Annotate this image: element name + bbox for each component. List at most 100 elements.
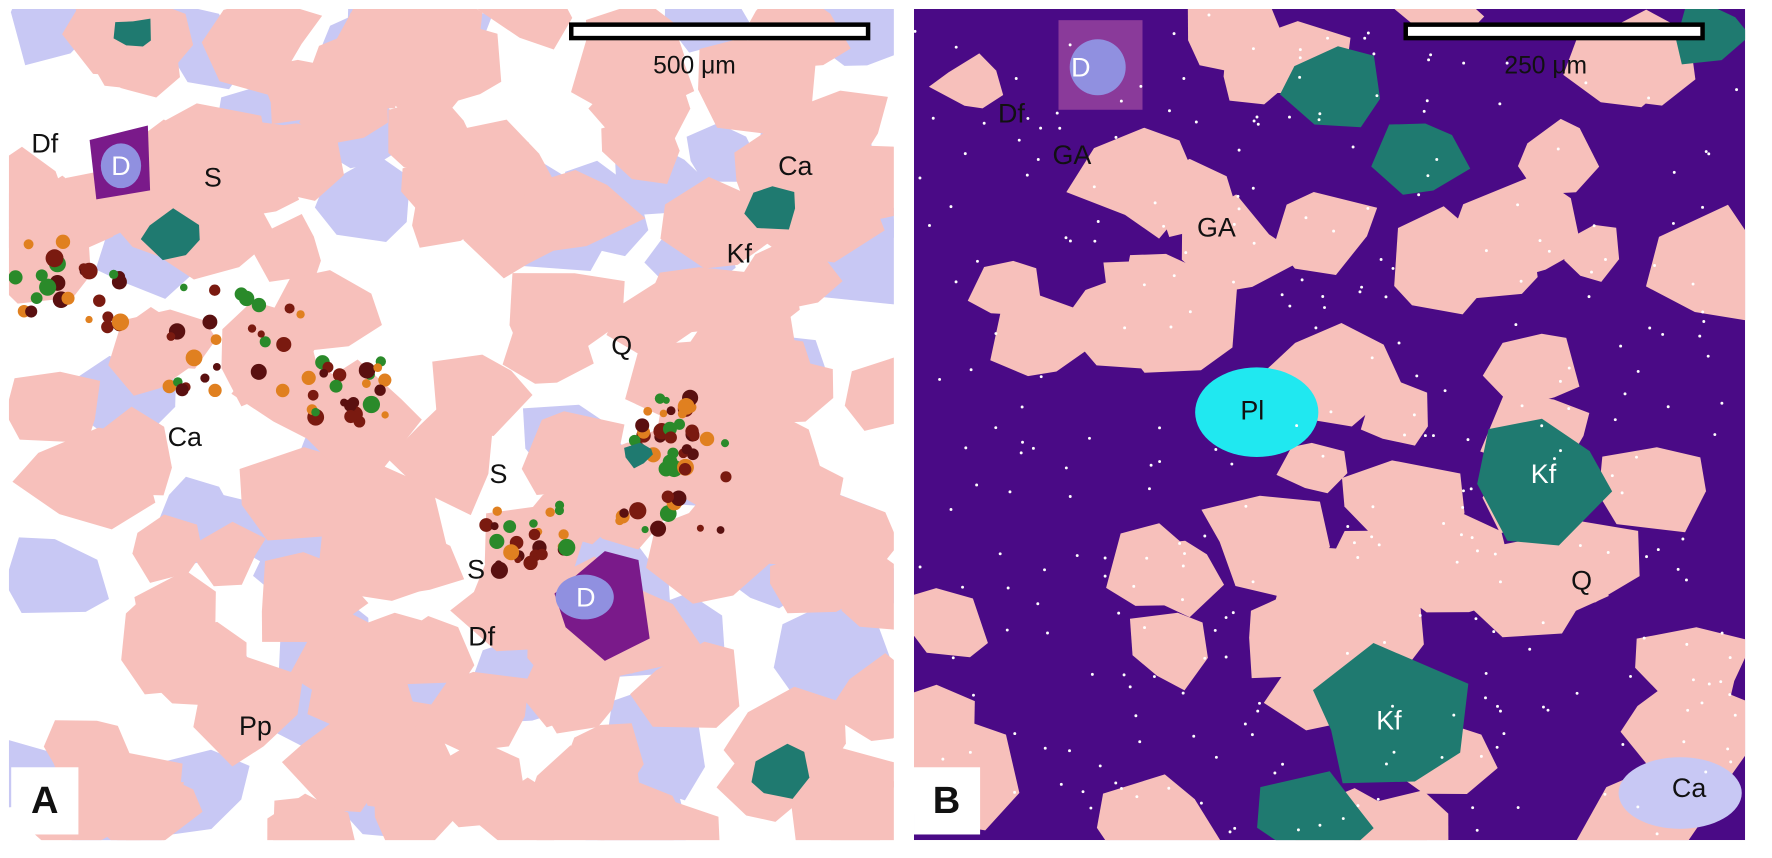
- quartz-grain: [914, 684, 975, 779]
- speck: [1684, 578, 1688, 582]
- speck: [1676, 567, 1680, 571]
- speck: [964, 446, 968, 450]
- speck: [1250, 733, 1254, 737]
- speck: [1653, 264, 1656, 267]
- mineral-label: Q: [1571, 566, 1592, 596]
- speck: [1046, 631, 1049, 635]
- speck: [1123, 326, 1127, 330]
- speck: [1043, 746, 1047, 750]
- cement-speck: [720, 439, 730, 448]
- cement-speck: [275, 383, 290, 398]
- kfeldspar-grain: [1280, 46, 1381, 128]
- speck: [1064, 466, 1068, 470]
- cement-speck: [528, 528, 541, 541]
- speck: [1256, 709, 1260, 713]
- cement-speck: [479, 518, 494, 532]
- speck: [1134, 714, 1138, 718]
- speck: [931, 116, 935, 120]
- speck: [1158, 460, 1162, 463]
- speck: [1232, 280, 1235, 284]
- speck: [1484, 696, 1487, 700]
- speck: [1636, 805, 1640, 809]
- speck: [1192, 734, 1196, 738]
- cement-speck: [93, 294, 106, 307]
- speck: [1547, 249, 1551, 253]
- kfeldspar-grain: [1312, 643, 1469, 784]
- speck: [1384, 295, 1388, 299]
- speck: [1435, 157, 1439, 161]
- speck: [1613, 418, 1617, 422]
- kfeldspar-grain: [751, 743, 810, 799]
- speck: [1452, 713, 1456, 717]
- speck: [1425, 99, 1429, 103]
- speck: [1733, 713, 1737, 717]
- speck: [1256, 122, 1260, 126]
- speck: [1139, 84, 1143, 88]
- cement-speck: [212, 362, 221, 371]
- cement-speck: [8, 270, 23, 285]
- speck: [1514, 323, 1518, 327]
- quartz-grain: [476, 777, 561, 841]
- cement-speck: [85, 315, 93, 324]
- speck: [1169, 325, 1173, 329]
- speck: [1332, 229, 1336, 233]
- cement-speck: [344, 399, 357, 412]
- cement-speck: [362, 395, 381, 414]
- panel-label: A: [31, 780, 59, 822]
- speck: [1224, 655, 1228, 659]
- speck: [1729, 760, 1733, 764]
- quartz-grain: [273, 797, 355, 841]
- speck: [1352, 541, 1356, 545]
- quartz-grain: [299, 78, 388, 144]
- speck: [1661, 332, 1665, 336]
- speck: [1606, 550, 1610, 554]
- speck: [1474, 617, 1478, 621]
- panel-label-bg: [914, 767, 981, 835]
- speck: [963, 152, 967, 156]
- quartz-grain: [770, 548, 858, 614]
- quartz-grain: [509, 273, 625, 356]
- quartz-grain: [1122, 262, 1238, 373]
- cement-speck: [208, 383, 222, 398]
- cement-speck: [667, 447, 679, 459]
- speck: [1558, 379, 1562, 383]
- speck: [1629, 674, 1632, 678]
- cement-speck: [102, 311, 114, 323]
- cement-speck: [699, 431, 715, 447]
- speck: [1360, 285, 1364, 289]
- cement-speck: [503, 520, 517, 534]
- kfeldspar-grain: [113, 18, 151, 47]
- speck: [1093, 239, 1097, 243]
- speck: [1013, 732, 1017, 736]
- speck: [1158, 426, 1162, 430]
- speck: [1556, 147, 1560, 151]
- quartz-grain: [83, 406, 172, 496]
- cement-speck: [650, 520, 667, 537]
- cement-speck: [358, 362, 376, 379]
- speck: [1142, 283, 1146, 287]
- cement-speck: [276, 336, 292, 353]
- speck: [1017, 138, 1021, 142]
- cement-speck: [311, 407, 320, 417]
- speck: [1707, 682, 1711, 686]
- speck: [1672, 170, 1676, 174]
- panel-b: 250 μm B D Df GA GA Pl Kf Q Kf Ca: [914, 8, 1746, 841]
- speck: [1149, 463, 1153, 467]
- speck: [928, 224, 931, 227]
- speck: [1194, 120, 1198, 124]
- speck: [1704, 770, 1708, 774]
- mineral-label: Pp: [239, 711, 272, 741]
- speck: [954, 280, 958, 284]
- cement-speck: [61, 291, 75, 305]
- speck: [1505, 61, 1509, 65]
- cement-speck: [25, 305, 38, 318]
- quartz-grain: [1517, 118, 1600, 195]
- speck: [1366, 206, 1370, 210]
- dolomite-core: [1069, 39, 1126, 96]
- speck: [1417, 193, 1421, 197]
- speck: [1498, 102, 1502, 106]
- speck: [1184, 251, 1188, 255]
- speck: [1321, 295, 1325, 298]
- speck: [1370, 535, 1374, 539]
- speck: [1587, 295, 1591, 299]
